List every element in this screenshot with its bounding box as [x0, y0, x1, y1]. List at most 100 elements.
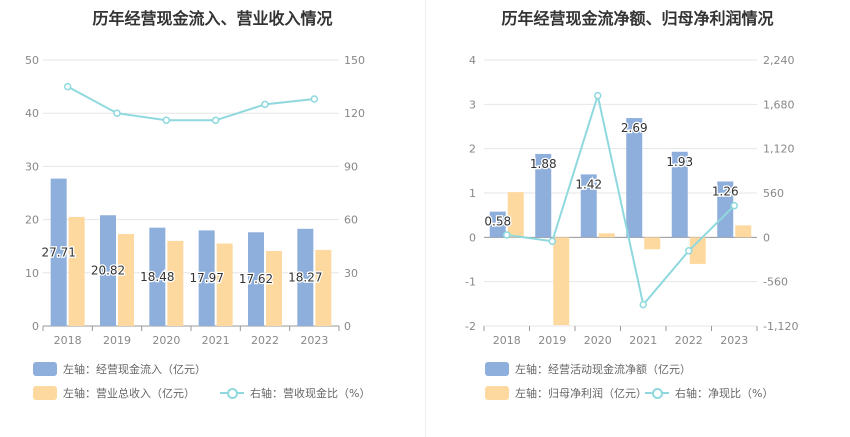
- legend-item-netcash[interactable]: 左轴：经营活动现金流净额（亿元）: [485, 361, 691, 377]
- bar-primary: [580, 174, 597, 238]
- ratio-point: [730, 201, 738, 210]
- bar-secondary: [553, 237, 570, 326]
- right-tick-label: 0: [763, 231, 770, 244]
- x-tick-label: 2019: [538, 334, 566, 347]
- legend-item-inflow[interactable]: 左轴：经营现金流入（亿元）: [33, 361, 206, 377]
- left-tick-label: 0: [469, 231, 476, 244]
- bar-primary: [100, 215, 116, 326]
- legend-label: 右轴：营收现金比（%）: [250, 387, 371, 400]
- legend-swatch: [485, 362, 509, 376]
- legend-item-revenue[interactable]: 左轴：营业总收入（亿元）: [33, 385, 195, 401]
- bar-secondary: [167, 240, 184, 326]
- legend-label: 左轴：经营现金流入（亿元）: [63, 363, 206, 376]
- bar-value-label: 0.58: [484, 215, 511, 229]
- ratio-point: [594, 91, 602, 100]
- cashflow-revenue-chart: 0 10 20 30 40 50 0 30 60 90 120 150 2018 2019 2020 2021…: [25, 54, 365, 347]
- bar-secondary: [689, 237, 706, 264]
- bar-secondary: [266, 250, 282, 326]
- ratio-point: [63, 82, 72, 91]
- right-tick-label: -560: [763, 276, 788, 289]
- legend-item-netcash-ratio[interactable]: 右轴：净现比（%）: [645, 385, 773, 401]
- ratio-point: [639, 300, 647, 309]
- panel-divider: [425, 0, 426, 437]
- bar-value-label: 17.97: [189, 271, 223, 285]
- x-tick-label: 2019: [103, 334, 131, 347]
- ratio-point: [162, 116, 171, 125]
- x-tick-label: 2018: [54, 334, 82, 347]
- bar-secondary: [598, 233, 615, 238]
- bar-secondary: [68, 216, 85, 326]
- legend-label: 左轴：归母净利润（亿元）: [515, 387, 647, 400]
- bar-secondary: [315, 249, 332, 326]
- bar-primary: [671, 151, 688, 238]
- chart-title: 历年经营现金流入、营业收入情况: [92, 9, 333, 28]
- x-tick-label: 2021: [629, 334, 657, 347]
- bar-primary: [198, 230, 215, 326]
- bar-primary: [717, 181, 734, 238]
- right-tick-label: 90: [344, 160, 358, 173]
- bar-value-label: 18.48: [140, 270, 174, 284]
- legend-swatch: [33, 362, 57, 376]
- bar-value-label: 1.42: [575, 177, 602, 191]
- netcash-profit-panel: 历年经营现金流净额、归母净利润情况 -2 -1 0 1 2 3 4 -1,120 -560 0 56…: [425, 0, 850, 437]
- left-tick-label: 3: [469, 98, 476, 111]
- bar-value-label: 20.82: [91, 264, 125, 278]
- legend-swatch: [645, 386, 669, 400]
- bar-primary: [535, 153, 552, 238]
- bar-secondary: [644, 237, 661, 250]
- bar-secondary: [507, 192, 524, 238]
- right-tick-label: 150: [344, 54, 365, 67]
- legend-item-profit[interactable]: 左轴：归母净利润（亿元）: [485, 385, 647, 401]
- right-tick-label: 30: [344, 267, 358, 280]
- x-tick-label: 2021: [202, 334, 230, 347]
- bar-primary: [50, 178, 67, 326]
- legend-label: 左轴：经营活动现金流净额（亿元）: [515, 363, 691, 376]
- right-tick-label: 120: [344, 107, 365, 120]
- ratio-point: [685, 247, 693, 255]
- ratio-point: [503, 231, 511, 239]
- bar-value-label: 2.69: [621, 121, 648, 135]
- left-tick-label: 40: [25, 107, 39, 120]
- right-tick-label: 1,120: [763, 143, 795, 156]
- legend-item-ratio[interactable]: 右轴：营收现金比（%）: [220, 385, 370, 401]
- x-tick-label: 2023: [720, 334, 748, 347]
- right-tick-label: 0: [344, 320, 351, 333]
- left-tick-label: 10: [25, 267, 39, 280]
- left-tick-label: 4: [469, 54, 476, 67]
- ratio-line: [67, 85, 315, 122]
- x-tick-label: 2022: [675, 334, 703, 347]
- x-tick-label: 2020: [584, 334, 612, 347]
- left-tick-label: -2: [465, 320, 476, 333]
- left-tick-label: 50: [25, 54, 39, 67]
- ratio-point: [261, 100, 269, 109]
- ratio-point: [113, 109, 121, 117]
- legend-swatch: [485, 386, 509, 400]
- legend-label: 右轴：净现比（%）: [675, 387, 774, 400]
- ratio-line: [506, 91, 735, 307]
- bar-primary: [489, 211, 506, 238]
- cashflow-revenue-panel: 历年经营现金流入、营业收入情况 0 10 20 30 40 50 0 30 60 90 120 150…: [25, 9, 370, 401]
- right-tick-label: 560: [763, 187, 784, 200]
- bar-value-label: 27.71: [41, 245, 75, 259]
- legend-label: 左轴：营业总收入（亿元）: [63, 387, 195, 400]
- right-tick-label: 60: [344, 214, 358, 227]
- bar-value-label: 1.88: [530, 157, 557, 171]
- bar-primary: [297, 228, 314, 326]
- chart-title: 历年经营现金流净额、归母净利润情况: [501, 9, 774, 28]
- left-tick-label: -1: [465, 276, 476, 289]
- ratio-point: [310, 95, 319, 103]
- left-tick-label: 20: [25, 214, 39, 227]
- x-tick-label: 2023: [300, 334, 328, 347]
- bar-secondary: [216, 243, 233, 326]
- x-tick-label: 2018: [493, 334, 521, 347]
- legend-swatch: [33, 386, 57, 400]
- bar-secondary: [735, 225, 752, 238]
- x-tick-label: 2022: [251, 334, 279, 347]
- bar-value-label: 17.62: [239, 272, 273, 286]
- left-tick-label: 30: [25, 160, 39, 173]
- bar-primary: [149, 227, 166, 326]
- legend-swatch: [220, 386, 244, 400]
- bar-primary: [626, 118, 643, 238]
- right-tick-label: 1,680: [763, 98, 795, 111]
- right-tick-label: 2,240: [763, 54, 795, 67]
